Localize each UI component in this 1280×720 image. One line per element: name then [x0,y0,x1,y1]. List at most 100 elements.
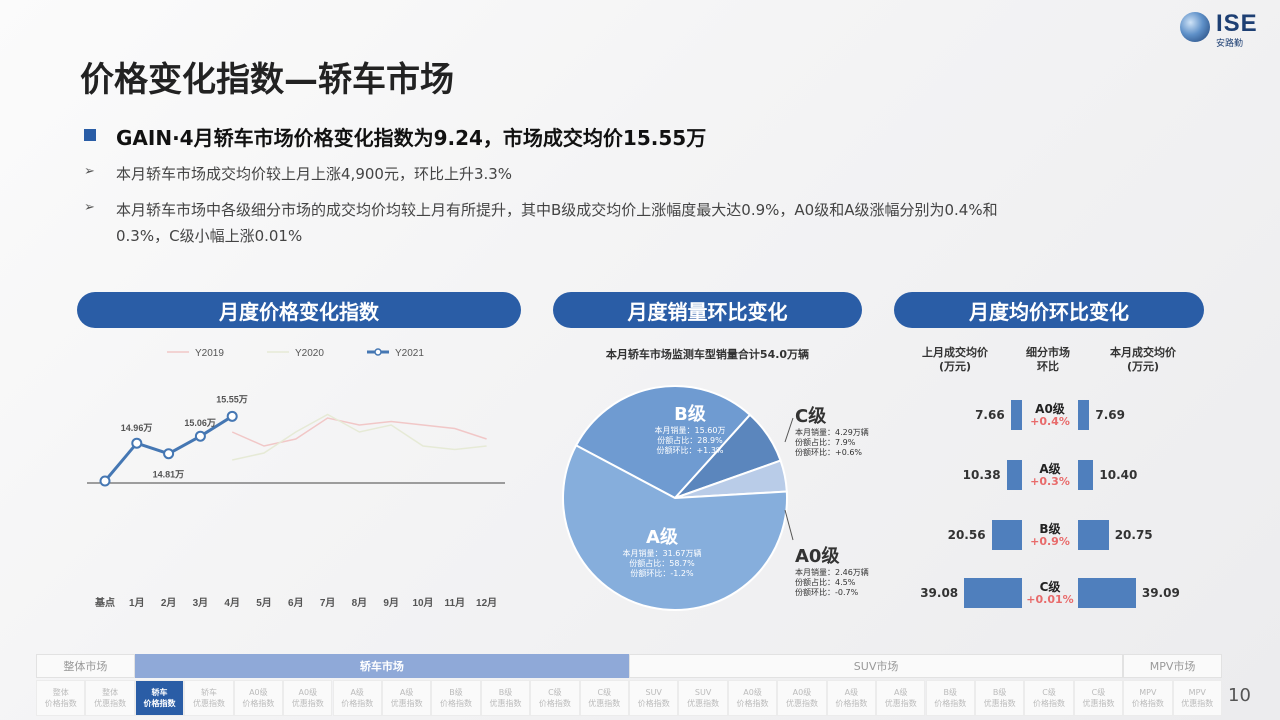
pie-label-a0: A0级 本月销量：2.46万辆 份额占比：4.5% 份额环比：-0.7% [795,542,869,598]
panel-title-price-index: 月度价格变化指数 [77,292,521,328]
bar-cur-A级 [1078,460,1094,490]
pie-label-a0-name: A0级 [795,546,840,567]
pie-label-a-name: A级 [646,527,678,548]
nav-subtab-7[interactable]: A级 优惠指数 [381,680,432,716]
pie-label-a0-sales: 本月销量：2.46万辆 [795,568,869,577]
panel-title-sales-change: 月度销量环比变化 [553,292,862,328]
pie-label-a0-mom: 份额环比：-0.7% [795,588,859,597]
nav-subtab-5[interactable]: A0级 优惠指数 [283,680,333,716]
nav-subtab-16[interactable]: A级 价格指数 [826,680,877,716]
pie-label-b-sales: 本月销量：15.60万 [654,426,726,435]
nav-subtab-23[interactable]: MPV 优惠指数 [1172,680,1222,716]
nav-tab-2[interactable]: SUV市场 [629,654,1124,678]
series-line-y2019 [231,417,487,447]
bar-last-A级 [1006,460,1022,490]
data-point [226,410,238,422]
pie-label-a-mom: 份额环比：-1.2% [630,569,694,578]
nav-subtab-0[interactable]: 整体 价格指数 [36,680,86,716]
nav-subtab-4[interactable]: A0级 价格指数 [233,680,284,716]
page-number: 10 [1228,685,1251,706]
nav-subtab-21[interactable]: C级 优惠指数 [1073,680,1124,716]
nav-tab-0[interactable]: 整体市场 [36,654,135,678]
legend-label-y2020: Y2020 [295,348,324,359]
segment-change-C级: +0.01% [1026,593,1074,606]
headline: GAIN·4月轿车市场价格变化指数为9.24，市场成交均价15.55万 [116,126,707,150]
x-tick-label: 基点 [94,596,115,609]
data-point [99,475,111,487]
header-segment-mom: 细分市场 环比 [1026,346,1070,373]
x-tick-label: 6月 [288,597,304,609]
x-tick-label: 11月 [445,597,466,609]
segment-change-A0级: +0.4% [1030,415,1070,428]
company-logo: ISE 安路勤 [1180,10,1270,49]
panel-title-avgprice-change: 月度均价环比变化 [894,292,1204,328]
x-tick-label: 7月 [320,597,336,609]
pie-label-a-sales: 本月销量：31.67万辆 [622,549,702,558]
nav-subtab-12[interactable]: SUV 价格指数 [629,680,679,716]
arrow-bullet-icon: ➢ [84,164,95,179]
pie-slice-A级 [562,444,788,611]
bar-last-A0级 [1010,400,1022,430]
page-title: 价格变化指数—轿车市场 [80,60,454,100]
sales-pie-chart [562,385,794,611]
pie-label-a: A级 本月销量：31.67万辆 份额占比：58.7% 份额环比：-1.2% [612,523,712,579]
pie-label-b-share: 份额占比：28.9% [657,436,723,445]
nav-subtab-3[interactable]: 轿车 优惠指数 [184,680,234,716]
nav-subtab-2[interactable]: 轿车 价格指数 [134,680,185,716]
data-label: 15.55万 [216,394,248,404]
nav-subtab-6[interactable]: A级 价格指数 [332,680,382,716]
x-tick-label: 9月 [383,597,399,609]
pie-label-c-name: C级 [795,406,827,427]
x-tick-label: 10月 [412,597,433,609]
value-cur-A0级: 7.69 [1095,408,1125,422]
value-last-A0级: 7.66 [975,408,1005,422]
nav-subtab-1[interactable]: 整体 优惠指数 [85,680,135,716]
series-line-y2020 [232,413,487,461]
price-index-line-chart: Y2019 Y2020 Y2021 14.96万 14.81万 15.06万 15.55万… [87,348,505,609]
pie-label-c-sales: 本月销量：4.29万辆 [795,428,869,437]
nav-tab-3[interactable]: MPV市场 [1123,654,1222,678]
arrow-bullet-icon: ➢ [84,200,95,215]
nav-subtab-22[interactable]: MPV 价格指数 [1123,680,1173,716]
nav-subtab-15[interactable]: A0级 优惠指数 [777,680,827,716]
legend-marker [374,348,382,356]
pie-label-b-name: B级 [674,404,706,425]
nav-subtab-11[interactable]: C级 优惠指数 [579,680,629,716]
pie-title: 本月轿车市场监测车型销量合计54.0万辆 [605,348,810,361]
bullet-text-2: 本月轿车市场中各级细分市场的成交均价均较上月有所提升，其中B级成交均价上涨幅度最… [116,201,998,219]
section-navigation: 整体市场 轿车市场 SUV市场 MPV市场整体 价格指数 整体 优惠指数 轿车 价格指数轿… [36,654,1222,718]
pie-label-a0-share: 份额占比：4.5% [795,578,856,587]
pie-slice-B级 [574,385,752,500]
x-tick-label: 2月 [161,597,177,609]
legend-label-y2019: Y2019 [195,348,224,359]
nav-subtab-19[interactable]: B级 优惠指数 [974,680,1025,716]
globe-icon [1180,12,1210,42]
nav-subtab-14[interactable]: A0级 价格指数 [727,680,778,716]
segment-label-A级: A级 [1039,462,1061,476]
data-label: 15.06万 [184,418,216,428]
x-tick-label: 5月 [256,597,272,609]
bar-cur-B级 [1078,520,1109,550]
segment-label-B级: B级 [1039,522,1061,536]
x-tick-label: 1月 [129,597,145,609]
bullet-text-1: 本月轿车市场成交均价较上月上涨4,900元，环比上升3.3% [116,165,513,183]
data-point [131,437,143,449]
x-tick-label: 12月 [476,597,497,609]
nav-subtab-10[interactable]: C级 价格指数 [530,680,580,716]
nav-tab-1[interactable]: 轿车市场 [134,654,629,678]
nav-subtab-20[interactable]: C级 价格指数 [1024,680,1074,716]
value-cur-A级: 10.40 [1099,468,1138,482]
nav-subtab-13[interactable]: SUV 优惠指数 [678,680,728,716]
nav-subtab-17[interactable]: A级 优惠指数 [876,680,926,716]
segment-change-B级: +0.9% [1030,535,1070,548]
value-cur-B级: 20.75 [1114,528,1153,542]
legend-label-y2021: Y2021 [395,348,424,359]
nav-subtab-18[interactable]: B级 价格指数 [925,680,975,716]
leader-line [784,417,794,443]
nav-subtab-8[interactable]: B级 价格指数 [431,680,481,716]
data-point [194,430,206,442]
pie-label-c-mom: 份额环比：+0.6% [795,448,863,457]
nav-subtab-9[interactable]: B级 优惠指数 [480,680,531,716]
data-label: 14.96万 [121,423,153,433]
bar-last-B级 [991,520,1022,550]
